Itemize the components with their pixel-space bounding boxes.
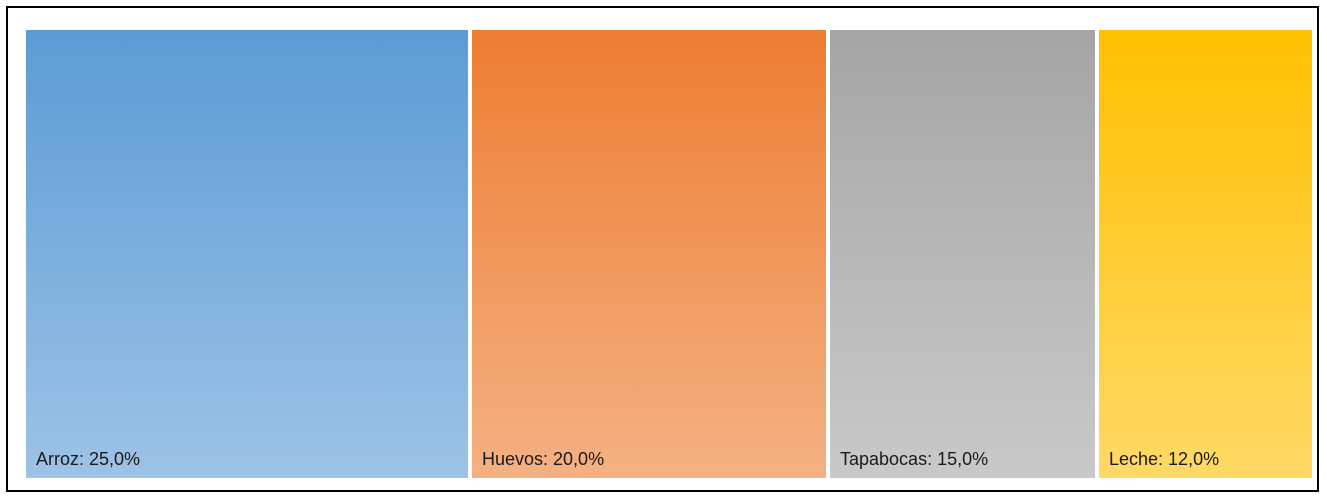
- treemap-tile-huevos: Huevos: 20,0%: [472, 30, 826, 478]
- treemap-tile-arroz: Arroz: 25,0%: [26, 30, 468, 478]
- tile-label: Huevos: 20,0%: [482, 449, 605, 469]
- tile-label: Leche: 12,0%: [1109, 449, 1220, 469]
- tile-label: Tapabocas: 15,0%: [840, 449, 989, 469]
- treemap-tile-leche: Leche: 12,0%: [1099, 30, 1312, 478]
- treemap-plot: Arroz: 25,0% Huevos: 20,0% Tapabocas: 15,0…: [26, 30, 1318, 480]
- treemap-tile-tapabocas: Tapabocas: 15,0%: [830, 30, 1095, 478]
- tile-label: Arroz: 25,0%: [36, 449, 141, 469]
